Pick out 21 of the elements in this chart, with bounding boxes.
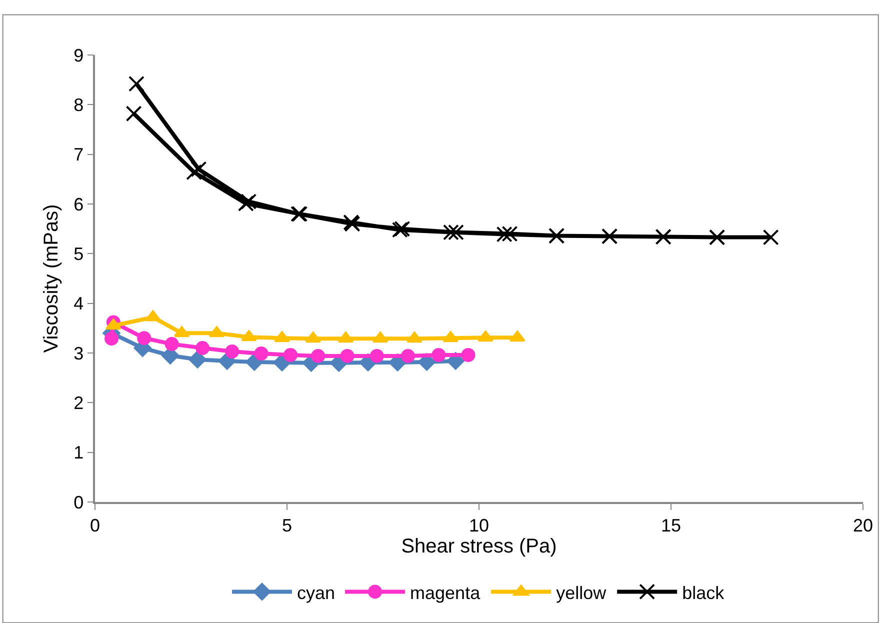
legend-label: cyan: [297, 582, 336, 603]
x-tick-label: 5: [282, 515, 292, 536]
y-tick-label: 4: [74, 294, 84, 314]
y-tick-label: 8: [74, 94, 84, 115]
y-tick-label: 0: [74, 492, 84, 512]
x-tick-label: 10: [468, 515, 490, 536]
y-axis-title: Viscosity (mPas): [40, 204, 63, 353]
y-tick-label: 3: [74, 343, 84, 364]
x-tick-label: 20: [852, 515, 874, 536]
legend-label: yellow: [556, 582, 608, 603]
y-tick-label: 2: [74, 392, 84, 413]
y-tick-label: 1: [74, 442, 84, 463]
y-tick-label: 7: [74, 144, 84, 165]
x-tick-label: 0: [90, 515, 100, 536]
x-axis-title: Shear stress (Pa): [401, 535, 557, 558]
legend-label: black: [682, 582, 726, 603]
legend-label: magenta: [410, 582, 482, 603]
y-tick-label: 5: [74, 244, 84, 264]
y-tick-label: 9: [74, 45, 84, 66]
x-tick-label: 15: [660, 515, 682, 536]
y-tick-label: 6: [74, 194, 84, 214]
